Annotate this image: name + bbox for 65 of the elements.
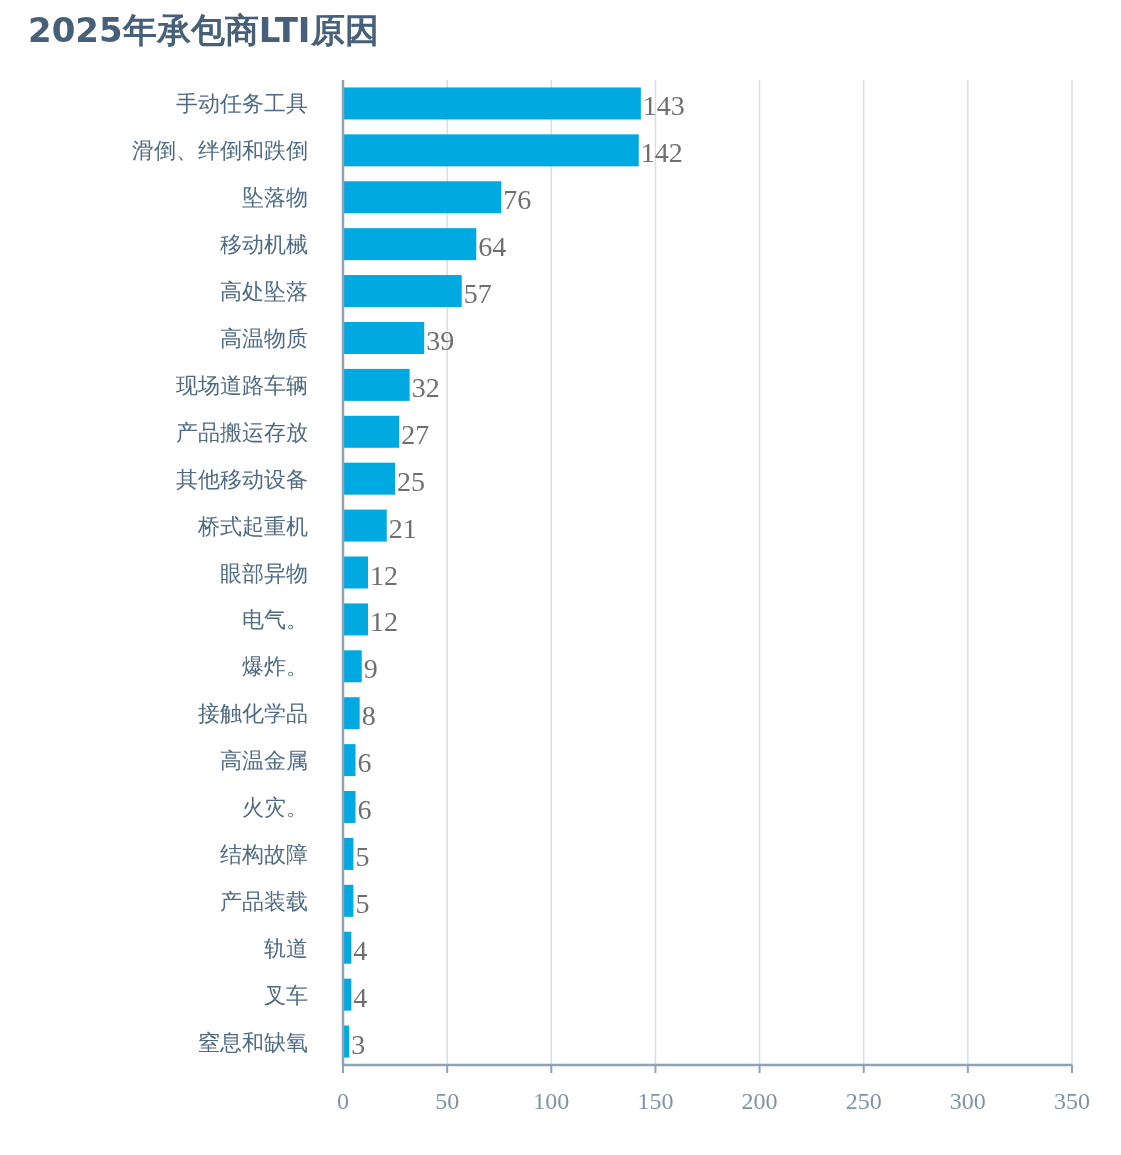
bar [343,321,425,354]
data-label: 21 [388,512,417,544]
y-tick-label: 结构故障 [220,841,308,867]
y-tick-label: 移动机械 [220,232,308,258]
data-label: 64 [478,231,507,263]
data-label: 4 [353,934,368,966]
chart-title: 2025年承包商LTI原因 [28,10,379,50]
x-tick-label: 350 [1054,1088,1090,1114]
bar [343,603,368,636]
y-tick-label: 坠落物 [242,185,308,211]
x-tick-label: 250 [845,1088,882,1114]
y-tick-label: 窒息和缺氧 [198,1029,308,1055]
bar [343,275,462,308]
data-label: 5 [355,887,370,919]
bar [343,650,362,683]
y-tick-label: 叉车 [264,982,308,1008]
data-label: 142 [640,137,683,169]
x-tick-label: 300 [949,1088,986,1114]
bar [343,415,400,448]
data-label: 6 [357,794,372,826]
y-tick-label: 电气。 [242,607,308,633]
y-tick-label: 眼部异物 [220,560,308,586]
bar [343,556,368,589]
y-tick-label: 手动任务工具 [176,91,308,117]
data-label: 143 [642,90,685,122]
x-tick-label: 100 [533,1088,570,1114]
y-tick-label: 高处坠落 [220,279,308,305]
y-tick-label: 接触化学品 [198,701,308,727]
bar [343,368,410,401]
bar [343,134,639,167]
data-label: 12 [369,606,398,638]
bar [343,462,396,495]
bar [343,228,477,261]
bar [343,181,502,214]
data-label: 25 [397,465,426,497]
data-label: 8 [361,700,376,732]
y-tick-label: 产品搬运存放 [176,419,308,445]
y-tick-label: 滑倒、绊倒和跌倒 [132,138,308,164]
data-label: 12 [369,559,398,591]
bar [343,697,360,730]
y-tick-label: 产品装载 [220,888,308,914]
x-tick-label: 200 [741,1088,778,1114]
x-tick-label: 50 [435,1088,460,1114]
data-label: 4 [353,981,368,1013]
data-label: 76 [503,184,532,216]
data-label: 39 [426,324,455,356]
data-label: 32 [411,371,440,403]
x-tick-label: 0 [337,1088,349,1114]
data-label: 9 [363,653,378,685]
data-label: 57 [463,278,492,310]
bar [343,509,387,542]
y-tick-label: 其他移动设备 [176,466,308,492]
y-tick-label: 桥式起重机 [197,513,308,539]
y-tick-label: 火灾。 [242,795,308,821]
y-tick-label: 高温物质 [220,325,308,351]
y-tick-label: 轨道 [264,935,308,961]
data-label: 6 [357,747,372,779]
data-label: 27 [401,418,430,450]
data-label: 5 [355,840,370,872]
y-tick-label: 现场道路车辆 [176,372,308,398]
y-tick-label: 爆炸。 [242,654,308,680]
y-tick-label: 高温金属 [220,748,308,774]
x-tick-label: 150 [637,1088,674,1114]
data-label: 3 [351,1028,366,1060]
bar [343,87,641,120]
